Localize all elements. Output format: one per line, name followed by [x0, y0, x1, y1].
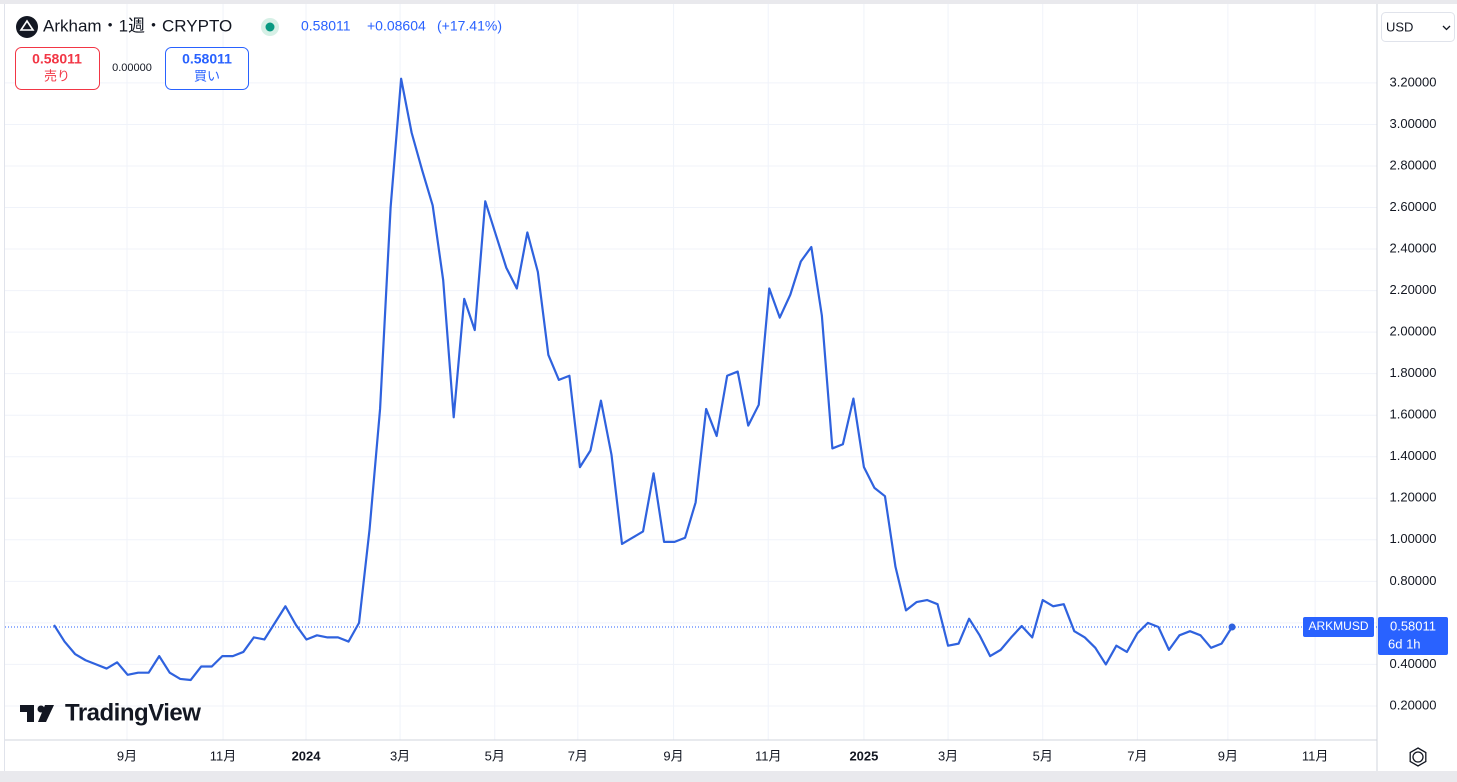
buy-button[interactable]	[165, 47, 249, 90]
status-dot	[265, 22, 275, 32]
grid	[5, 4, 1377, 740]
x-tick-label: 9月	[1218, 748, 1238, 763]
x-tick-label: 9月	[117, 748, 137, 763]
price-change-pct: (+17.41%)	[437, 18, 502, 34]
buy-label: 買い	[194, 68, 220, 83]
y-tick-label: 2.20000	[1390, 282, 1437, 297]
logo-text: TradingView	[65, 699, 201, 726]
y-tick-label: 0.80000	[1390, 573, 1437, 588]
y-tick-label: 3.20000	[1390, 74, 1437, 89]
settings-icon[interactable]	[1412, 751, 1424, 763]
price-tag: 0.58011	[1390, 618, 1436, 633]
symbol-tag-bg	[1303, 617, 1374, 638]
y-tick-label: 1.60000	[1390, 407, 1437, 422]
y-tick-label: 2.60000	[1390, 199, 1437, 214]
y-tick-label: 1.40000	[1390, 448, 1437, 463]
x-tick-label: 5月	[1033, 748, 1053, 763]
top-frame	[0, 0, 1457, 4]
y-tick-label: 2.00000	[1390, 324, 1437, 339]
logo-dot	[37, 705, 45, 713]
x-tick-label: 2025	[849, 748, 878, 763]
y-tick-label: 3.00000	[1390, 116, 1437, 131]
last-price: 0.58011	[301, 18, 351, 34]
symbol-icon-glyph	[19, 19, 35, 31]
y-tick-label: 0.20000	[1390, 697, 1437, 712]
y-tick-label: 1.00000	[1390, 531, 1437, 546]
x-tick-label: 3月	[390, 748, 410, 763]
y-tick-label: 1.20000	[1390, 490, 1437, 505]
x-tick-label: 5月	[485, 748, 505, 763]
countdown: 6d 1h	[1388, 636, 1421, 651]
bottom-frame	[0, 771, 1457, 782]
x-tick-label: 7月	[568, 748, 588, 763]
currency-dropdown[interactable]	[1381, 12, 1455, 42]
x-tick-label: 2024	[292, 748, 322, 763]
price-change: +0.08604	[367, 18, 426, 34]
x-tick-label: 11月	[1302, 748, 1329, 763]
x-tick-label: 7月	[1127, 748, 1147, 763]
y-tick-label: 2.40000	[1390, 240, 1437, 255]
x-tick-label: 3月	[938, 748, 958, 763]
spread: 0.00000	[112, 62, 152, 74]
plot	[5, 77, 1377, 682]
x-tick-label: 11月	[755, 748, 782, 763]
buy-price: 0.58011	[182, 51, 232, 67]
sell-price: 0.58011	[32, 51, 82, 67]
y-tick-label: 1.80000	[1390, 365, 1437, 380]
sell-label: 売り	[44, 68, 70, 83]
symbol-icon	[16, 16, 38, 38]
settings-icon-frame	[1409, 747, 1427, 767]
currency-label: USD	[1386, 19, 1413, 34]
logo-mark	[20, 705, 54, 722]
symbol-tag: ARKMUSD	[1308, 619, 1368, 633]
y-tick-label: 0.40000	[1390, 656, 1437, 671]
y-tick-label: 2.80000	[1390, 157, 1437, 172]
price-line	[53, 77, 1233, 682]
symbol-title[interactable]: Arkham・1週・CRYPTO	[43, 16, 232, 35]
axes: 0.200000.400000.600000.800001.000001.200…	[117, 74, 1448, 763]
dropdown-chevron	[1442, 25, 1451, 31]
x-tick-label: 11月	[210, 748, 237, 763]
sell-button[interactable]	[15, 47, 100, 90]
x-tick-label: 9月	[663, 748, 683, 763]
price-tag-bg	[1378, 617, 1448, 656]
